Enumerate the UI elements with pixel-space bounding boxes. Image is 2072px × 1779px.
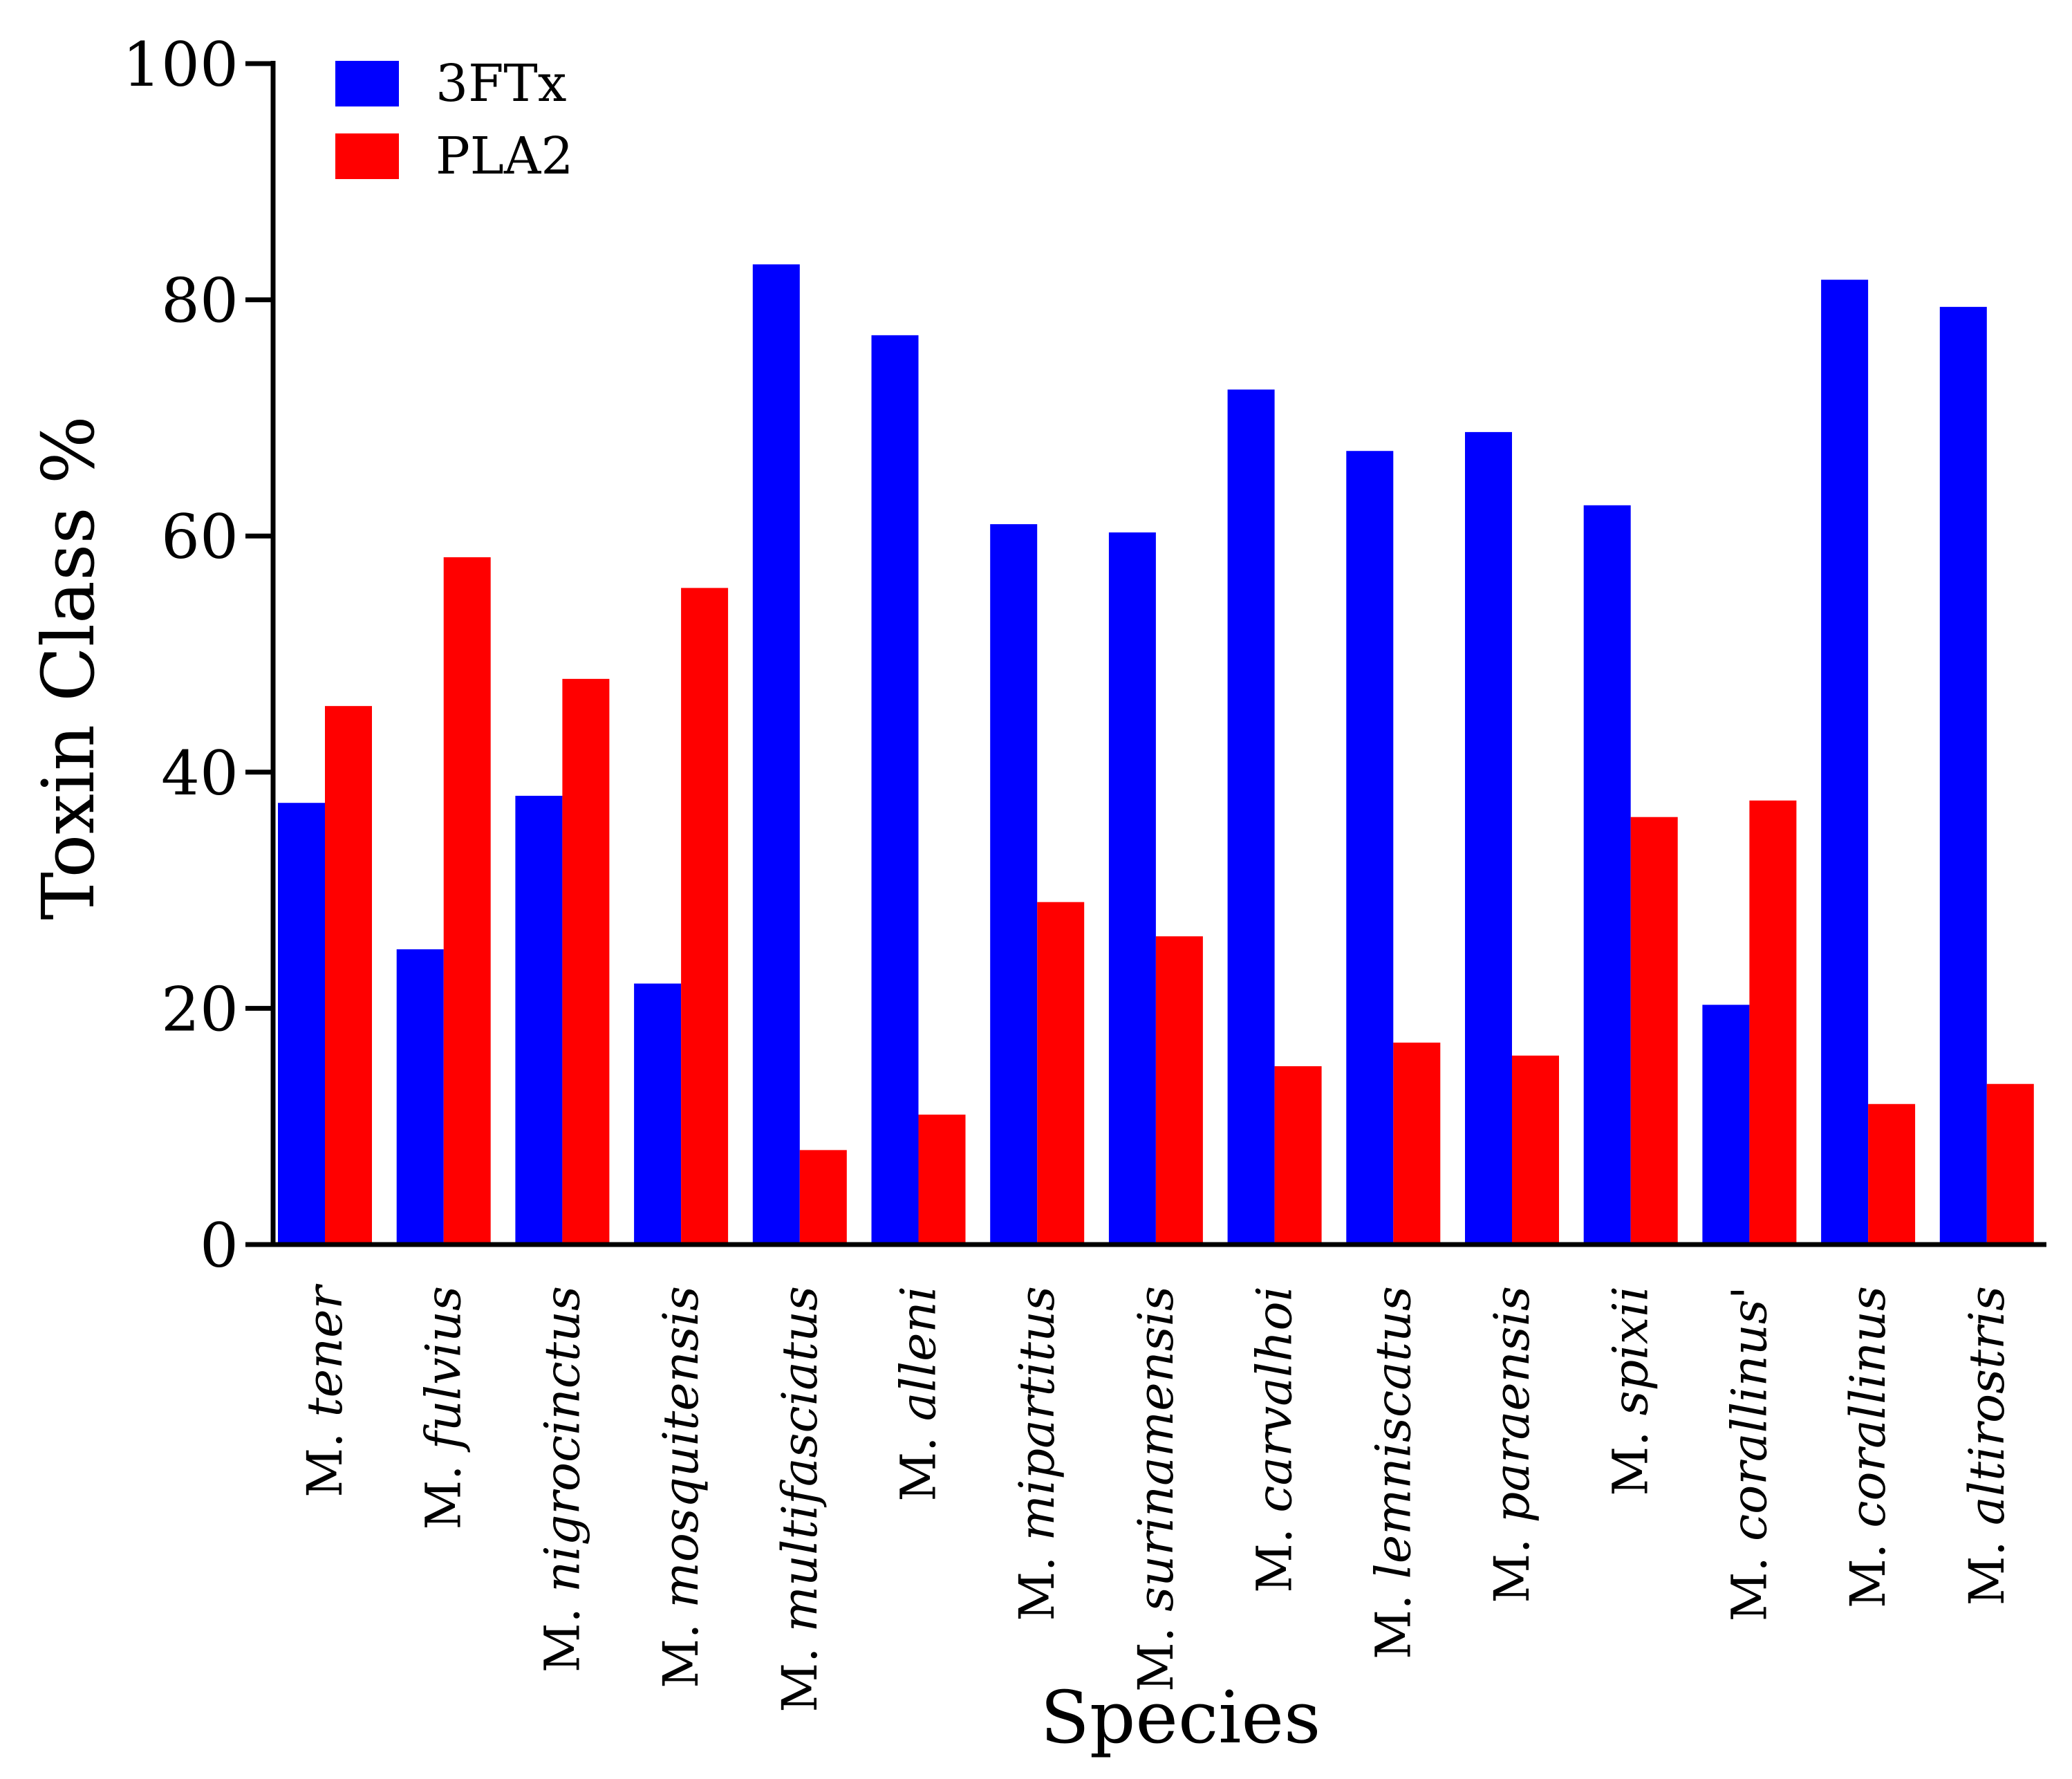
bar-pla2-15 [1986, 1083, 2034, 1245]
y-tick-label: 20 [161, 974, 239, 1045]
x-tick-label: M. mosquitensis [653, 1286, 709, 1688]
y-ticks: 0 20 40 60 80 100 [122, 29, 273, 1281]
legend-label-3ftx: 3FTx [436, 54, 567, 113]
x-tick-label: M. alleni [890, 1286, 947, 1502]
x-tick-label: M. tener [297, 1283, 353, 1497]
legend-swatch-pla2 [335, 133, 399, 179]
bar-pla2-9 [1274, 1066, 1322, 1245]
bar-pla2-4 [681, 588, 729, 1245]
bar-3ftx-14 [1821, 279, 1869, 1245]
bar-3ftx-1 [278, 803, 325, 1245]
legend-label-pla2: PLA2 [436, 127, 573, 186]
x-tick-labels: M. tener M. fulvius M. nigrocinctus M. mosq… [297, 1283, 2015, 1712]
bar-pla2-8 [1155, 936, 1203, 1245]
legend: 3FTx PLA2 [335, 54, 573, 186]
bar-3ftx-15 [1939, 306, 1987, 1245]
bar-3ftx-6 [871, 335, 919, 1245]
x-tick-label: M. paraensis [1484, 1286, 1540, 1603]
y-tick-label: 0 [200, 1210, 239, 1281]
bar-pla2-6 [918, 1115, 966, 1245]
x-tick-label: M. corallinus [1840, 1286, 1896, 1608]
x-tick-label: M. lemniscatus [1365, 1286, 1421, 1659]
x-tick-label: M. multifasciatus [772, 1286, 828, 1713]
y-axis-title: Toxin Class % [26, 416, 111, 920]
bar-pla2-12 [1630, 817, 1678, 1245]
axes-layer [270, 61, 2046, 1247]
bar-pla2-2 [443, 557, 491, 1245]
y-tick-label: 100 [122, 29, 239, 100]
legend-swatch-3ftx [335, 61, 399, 106]
bar-3ftx-8 [1108, 532, 1156, 1245]
bar-3ftx-9 [1227, 389, 1275, 1245]
bar-pla2-1 [325, 706, 372, 1245]
bar-3ftx-3 [515, 795, 563, 1245]
bar-pla2-3 [562, 678, 610, 1245]
bar-3ftx-2 [396, 949, 444, 1245]
x-tick-label: M. surinamensis [1128, 1286, 1184, 1692]
x-tick-label: M. spixii [1603, 1286, 1659, 1496]
bar-pla2-10 [1393, 1042, 1441, 1245]
bar-pla2-7 [1037, 902, 1085, 1245]
x-tick-label: M. nigrocinctus [534, 1286, 590, 1673]
x-tick-label: M. fulvius [416, 1286, 472, 1530]
bar-pla2-13 [1749, 800, 1797, 1245]
y-tick-label: 80 [161, 266, 239, 337]
bar-3ftx-13 [1702, 1005, 1750, 1245]
x-tick-label: M. altirostris [1959, 1286, 2015, 1605]
y-tick-label: 40 [161, 738, 239, 809]
x-tick-label: M. mipartitus [1009, 1286, 1065, 1621]
bars-layer [278, 264, 2034, 1245]
bar-3ftx-12 [1583, 505, 1631, 1245]
bar-3ftx-5 [752, 264, 800, 1245]
bar-pla2-14 [1868, 1103, 1916, 1245]
bar-3ftx-4 [634, 983, 682, 1245]
bar-pla2-11 [1512, 1055, 1559, 1245]
y-tick-label: 60 [161, 501, 239, 572]
bar-pla2-5 [799, 1150, 847, 1245]
bar-3ftx-7 [990, 524, 1038, 1245]
x-axis-title: Species [1040, 1675, 1321, 1760]
x-tick-label: M. corallinus' [1721, 1286, 1777, 1621]
bar-3ftx-10 [1346, 451, 1394, 1245]
bar-3ftx-11 [1465, 431, 1512, 1245]
x-tick-label: M. carvalhoi [1247, 1286, 1303, 1593]
